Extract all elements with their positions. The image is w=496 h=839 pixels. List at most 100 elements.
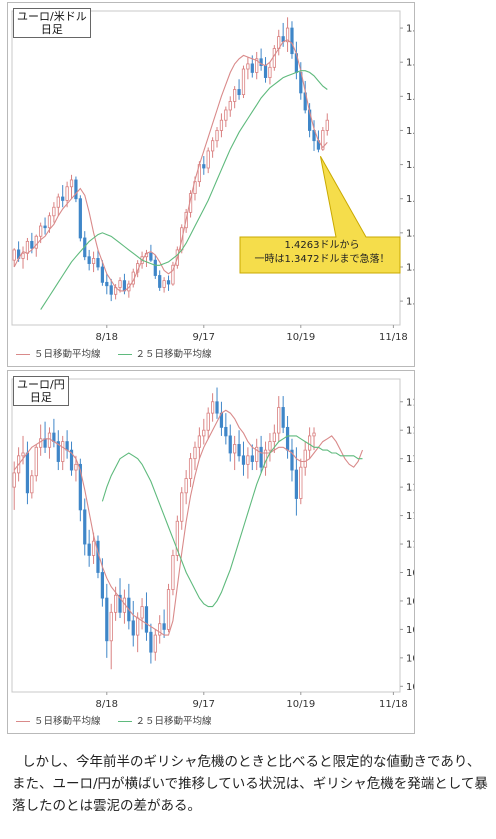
candle-body	[12, 249, 16, 261]
candle-body	[34, 446, 38, 477]
candle-body	[12, 472, 16, 488]
candle-body	[65, 441, 69, 451]
candle-body	[268, 66, 272, 78]
candle-body	[233, 89, 237, 102]
candle-body	[325, 119, 329, 131]
x-tick-label: 10/19	[286, 699, 315, 710]
candle-body	[109, 285, 113, 295]
candle-body	[246, 63, 250, 70]
legend-eurusd: ５日移動平均線 ２５日移動平均線	[16, 346, 226, 360]
article-caption: しかし、今年前半のギリシャ危機のときと比べると限定的な値動きであり、また、ユーロ…	[12, 754, 488, 814]
chart-title-line-1: ユーロ/円	[17, 378, 65, 391]
y-tick-label: 108	[406, 596, 414, 607]
annotation-line-2: 一時は1.3472ドルまで急落！	[254, 254, 390, 265]
legend-eurjpy: ５日移動平均線 ２５日移動平均線	[16, 713, 226, 727]
legend-label-ma25: ２５日移動平均線	[135, 716, 212, 727]
candle-body	[171, 555, 175, 590]
plot-frame	[11, 378, 401, 693]
legend-label-ma5: ５日移動平均線	[34, 349, 101, 360]
candle-body	[96, 258, 100, 268]
candle-body	[162, 623, 166, 630]
candle-body	[197, 435, 201, 448]
candle-body	[153, 634, 157, 653]
x-tick-label: 9/17	[193, 699, 215, 710]
legend-label-ma5: ５日移動平均線	[34, 716, 101, 727]
y-tick-label: 1.28	[406, 262, 414, 273]
candle-body	[321, 130, 325, 150]
candle-body	[25, 452, 30, 494]
candle-body	[83, 509, 87, 545]
x-tick-label: 9/17	[193, 332, 215, 343]
candle-body	[277, 407, 281, 434]
candle-body	[52, 432, 56, 443]
candle-body	[211, 401, 215, 414]
candle-body	[219, 119, 224, 131]
candle-body	[246, 455, 250, 465]
candle-body	[228, 435, 232, 454]
y-tick-label: 105	[406, 682, 414, 693]
candle-body	[241, 455, 246, 465]
annotation-bubble	[239, 156, 401, 274]
chart-title-line-2: 日足	[40, 23, 63, 36]
candle-body	[61, 441, 65, 462]
candle-body	[100, 572, 104, 599]
candle-body	[56, 196, 60, 208]
eurusd-chart-svg: 1.42 1.4 1.38 1.36 1.34 1.32 1.3 1.28 1.26 8/18 9/…	[11, 10, 414, 343]
candle-body	[56, 441, 60, 462]
legend-item-ma25: ２５日移動平均線	[117, 713, 212, 727]
candle-body	[34, 235, 38, 249]
candle-body	[136, 617, 140, 636]
legend-swatch-ma5	[16, 354, 30, 355]
candle-body	[294, 469, 298, 499]
candle-body	[30, 475, 34, 494]
eurjpy-chart-svg: 115 114 113 112 111 110 109 108 107 106 105 8/18 9/1…	[11, 378, 414, 710]
candle-body	[78, 198, 82, 239]
candle-body	[193, 446, 197, 460]
candle-body	[233, 444, 237, 454]
candle-body	[166, 280, 171, 285]
legend-item-ma5: ５日移動平均線	[16, 713, 101, 727]
candle-body	[149, 252, 153, 261]
candle-body	[158, 623, 162, 636]
chart-panel-eurusd: 1.42 1.4 1.38 1.36 1.34 1.32 1.3 1.28 1.26 8/18 9/…	[7, 2, 415, 367]
candle-body	[259, 58, 263, 67]
candle-body	[118, 280, 122, 288]
candle-body	[166, 589, 171, 630]
y-tick-label: 113	[406, 454, 414, 465]
candle-body	[272, 48, 276, 68]
candle-body	[91, 258, 96, 264]
candle-body	[255, 446, 259, 462]
candle-body	[290, 27, 294, 55]
candle-body	[43, 438, 47, 448]
x-tick-label: 8/18	[96, 332, 118, 343]
candle-body	[114, 594, 118, 613]
candle-body	[30, 240, 34, 249]
candle-body	[47, 432, 52, 448]
x-tick-label: 10/19	[286, 332, 315, 343]
candle-body	[122, 280, 127, 292]
legend-label-ma25: ２５日移動平均線	[135, 349, 212, 360]
candle-body	[39, 438, 43, 448]
y-tick-label: 115	[406, 397, 414, 408]
candle-body	[285, 426, 290, 451]
candle-body	[162, 280, 166, 288]
y-tick-label: 111	[406, 511, 414, 522]
candle-body	[312, 432, 316, 437]
y-tick-label: 1.3	[406, 228, 414, 239]
candle-body	[211, 140, 215, 152]
candle-body	[171, 264, 175, 285]
ma25-line	[101, 435, 363, 608]
legend-swatch-ma5	[16, 721, 30, 722]
annotation-line-1: 1.4263ドルから	[284, 240, 360, 251]
candle-body	[188, 458, 193, 479]
candle-body	[250, 455, 254, 462]
candle-body	[215, 401, 219, 414]
candle-body	[39, 225, 43, 237]
chart-title-eurjpy: ユーロ/円 日足	[13, 376, 69, 406]
candle-body	[69, 449, 74, 471]
ma25-line	[40, 70, 328, 310]
y-tick-label: 1.38	[406, 92, 414, 103]
candle-body	[65, 186, 69, 201]
x-tick-label: 8/18	[96, 699, 118, 710]
candle-body	[206, 412, 210, 431]
